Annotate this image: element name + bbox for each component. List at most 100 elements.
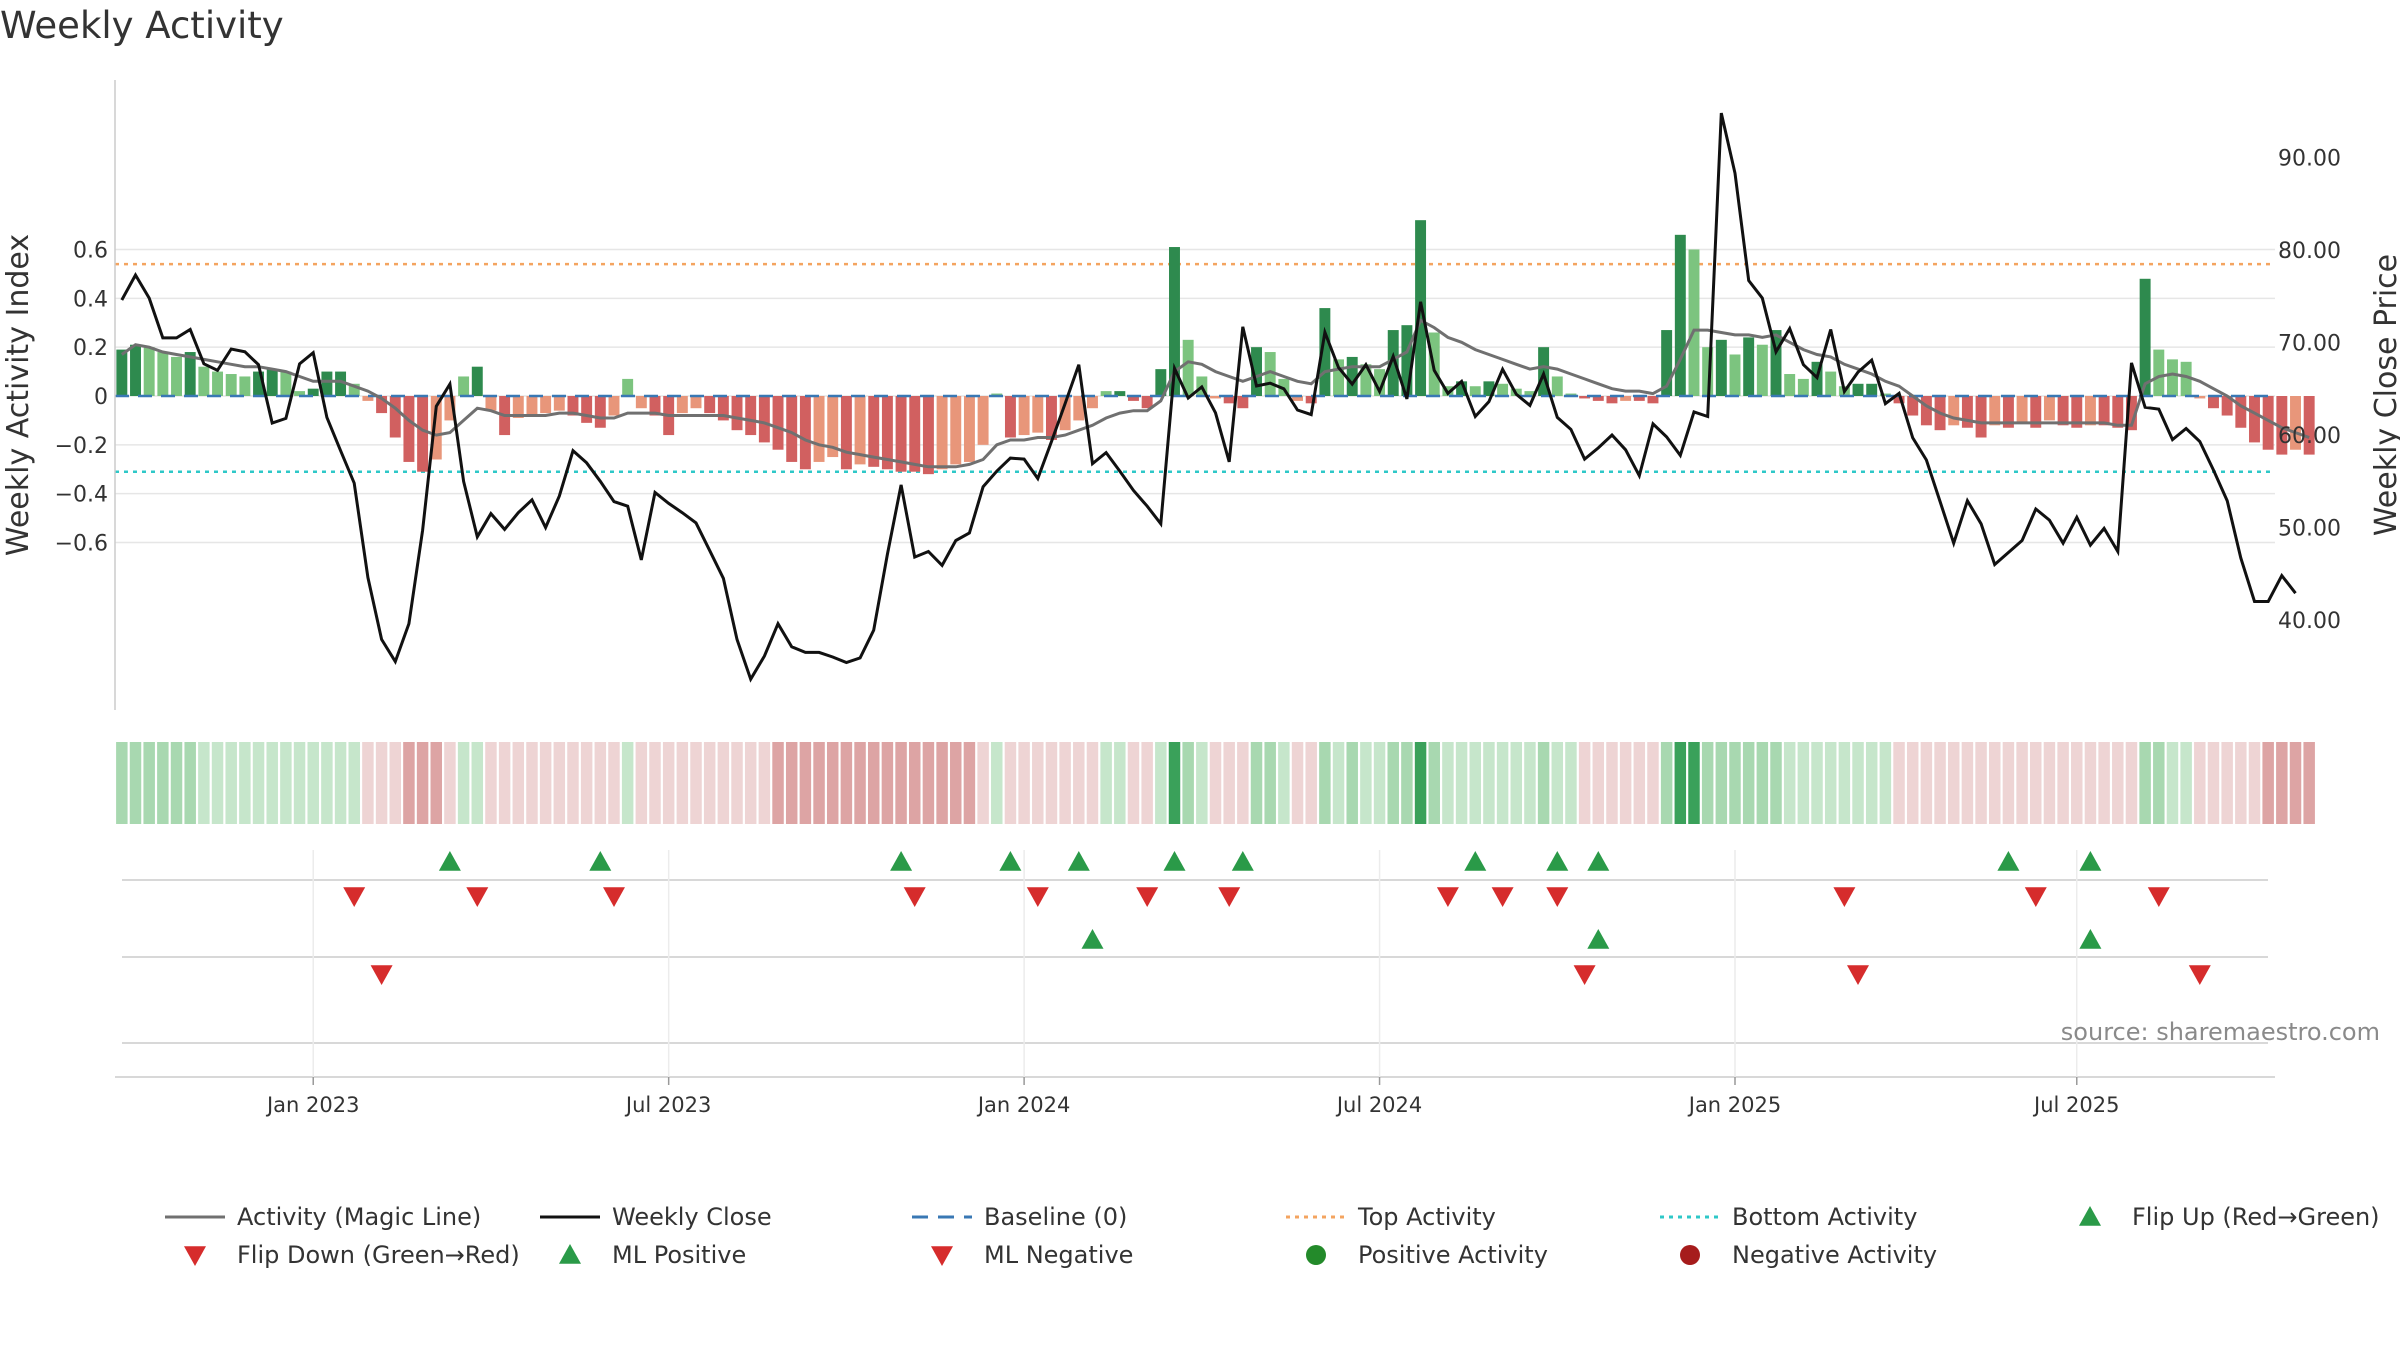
activity-bar — [280, 371, 292, 396]
legend-label: Top Activity — [1357, 1203, 1496, 1231]
heat-cell — [1865, 742, 1878, 824]
flip-up-marker — [1163, 851, 1186, 871]
activity-bar — [526, 396, 538, 416]
activity-bar — [116, 349, 128, 396]
activity-bar — [553, 396, 565, 411]
activity-bar — [1264, 352, 1276, 396]
heat-cell — [1141, 742, 1153, 824]
heat-cell — [635, 742, 648, 824]
activity-bar — [1319, 308, 1331, 396]
heat-cell — [567, 742, 579, 824]
ml-negative-marker — [2188, 965, 2211, 985]
heat-cell — [1004, 742, 1017, 824]
activity-bar — [2071, 396, 2083, 428]
activity-bar — [1961, 396, 1973, 428]
activity-bar — [690, 396, 702, 409]
activity-bar — [1893, 396, 1905, 404]
activity-bar — [1866, 383, 1878, 396]
activity-bar — [936, 396, 948, 470]
activity-bar — [540, 396, 552, 414]
activity-bar — [1907, 396, 1919, 416]
heat-cell — [2248, 742, 2261, 824]
heat-cell — [1742, 742, 1755, 824]
heat-cell — [1783, 742, 1796, 824]
heat-cell — [1838, 742, 1851, 824]
heat-cell — [2112, 742, 2124, 824]
heat-cell — [2289, 742, 2302, 824]
heat-cell — [1811, 742, 1823, 824]
heat-cell — [1455, 742, 1468, 824]
heat-cell — [2098, 742, 2110, 824]
activity-bar — [1100, 391, 1112, 396]
heat-cell — [1947, 742, 1960, 824]
activity-bar — [2290, 396, 2301, 450]
legend-item: Top Activity — [1286, 1203, 1496, 1231]
activity-bar — [225, 374, 237, 396]
heat-cell — [922, 742, 935, 824]
heat-cell — [881, 742, 894, 824]
heat-cell — [867, 742, 880, 824]
heat-cell — [1729, 742, 1741, 824]
heat-cell — [2262, 742, 2274, 824]
activity-bar — [2153, 349, 2165, 396]
activity-bar — [881, 396, 893, 470]
heat-cell — [321, 742, 333, 824]
heat-cell — [2166, 742, 2179, 824]
activity-bar — [1374, 369, 1386, 396]
activity-bar — [786, 396, 798, 462]
legend-item: Positive Activity — [1306, 1241, 1548, 1269]
legend-item: ML Negative — [931, 1241, 1133, 1269]
heat-cell — [512, 742, 525, 824]
activity-bar — [1114, 391, 1126, 396]
activity-bar — [266, 369, 278, 396]
activity-bar — [1743, 337, 1755, 396]
activity-bar — [389, 396, 401, 438]
activity-bar — [1401, 325, 1413, 396]
heat-cell — [457, 742, 470, 824]
activity-bar — [1360, 364, 1372, 396]
activity-bar — [813, 396, 825, 462]
activity-bar — [321, 371, 333, 396]
activity-bar — [594, 396, 606, 428]
activity-bar — [2057, 396, 2069, 426]
heat-cell — [252, 742, 265, 824]
heat-cell — [1961, 742, 1974, 824]
heat-cell — [594, 742, 607, 824]
right-axis-label: Weekly Close Price — [2369, 254, 2400, 536]
heat-cell — [676, 742, 689, 824]
heat-cell — [2071, 742, 2083, 824]
legend-swatch — [184, 1246, 206, 1266]
activity-bar — [294, 391, 306, 396]
activity-bar — [649, 396, 661, 416]
activity-bar — [430, 396, 442, 460]
activity-bar — [362, 396, 374, 401]
heat-cell — [1469, 742, 1481, 824]
heat-cell — [307, 742, 319, 824]
heat-cell — [116, 742, 128, 824]
x-axis-ticks: Jan 2023 Jul 2023 Jan 2024 Jul 2024 Jan 2025… — [265, 1077, 2120, 1117]
legend-label: Positive Activity — [1358, 1241, 1548, 1269]
ml-negative-marker — [1847, 965, 1869, 985]
source-note: source: sharemaestro.com — [2061, 1018, 2380, 1046]
heat-cell — [2084, 742, 2097, 824]
heat-cell — [1305, 742, 1317, 824]
heat-cell — [1920, 742, 1933, 824]
activity-bar — [184, 352, 196, 396]
activity-bar — [1989, 396, 2001, 426]
right-tick-label: 80.00 — [2278, 239, 2341, 264]
heat-cell — [444, 742, 456, 824]
flip-down-marker — [1436, 887, 1459, 907]
heat-cell — [2207, 742, 2220, 824]
heat-cell — [143, 742, 155, 824]
heat-cell — [1715, 742, 1728, 824]
heat-cell — [485, 742, 497, 824]
activity-bar — [676, 396, 688, 414]
activity-bar — [608, 396, 620, 416]
activity-bar — [1155, 369, 1167, 396]
heat-cell — [1975, 742, 1987, 824]
flip-up-marker — [1067, 851, 1090, 871]
heat-cell — [1332, 742, 1345, 824]
activity-bar — [2139, 278, 2151, 396]
heat-cell — [662, 742, 675, 824]
flip-marker-rows — [115, 850, 2275, 1078]
